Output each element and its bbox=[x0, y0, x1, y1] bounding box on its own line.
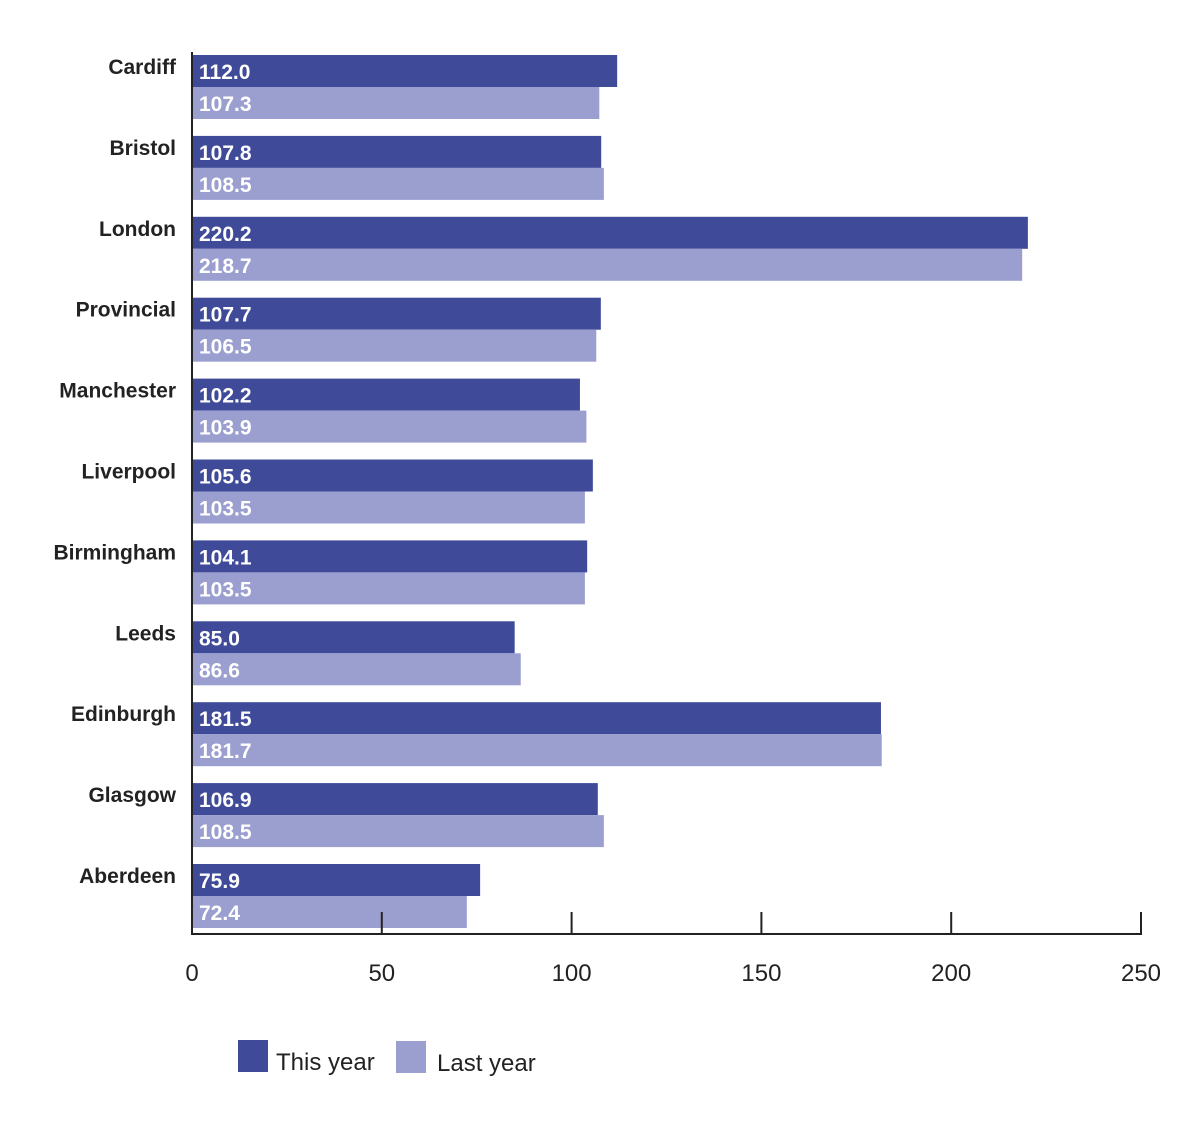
bar bbox=[192, 540, 588, 573]
bar bbox=[192, 815, 604, 848]
bar bbox=[192, 572, 585, 605]
legend: This year Last year bbox=[238, 1040, 536, 1077]
data-label: 106.5 bbox=[199, 336, 252, 359]
category-label: Manchester bbox=[59, 380, 176, 403]
bar bbox=[192, 167, 604, 200]
bar bbox=[192, 216, 1028, 249]
bars-group: Cardiff 112.0 107.3 Bristol 107.8 108.5 London… bbox=[53, 55, 1028, 928]
data-label: 85.0 bbox=[199, 627, 240, 650]
x-tick-label: 150 bbox=[741, 960, 781, 987]
data-label: 103.5 bbox=[199, 578, 252, 601]
data-label: 72.4 bbox=[199, 902, 240, 925]
data-label: 104.1 bbox=[199, 546, 252, 569]
data-label: 75.9 bbox=[199, 870, 240, 893]
bar bbox=[192, 783, 598, 816]
category-label: Bristol bbox=[109, 137, 176, 160]
x-tick-label: 250 bbox=[1121, 960, 1161, 987]
data-label: 108.5 bbox=[199, 821, 252, 844]
bar bbox=[192, 410, 587, 443]
x-tick-label: 0 bbox=[185, 960, 198, 987]
data-label: 107.8 bbox=[199, 142, 252, 165]
data-label: 105.6 bbox=[199, 466, 252, 489]
data-label: 108.5 bbox=[199, 174, 252, 197]
bar bbox=[192, 248, 1023, 281]
data-label: 103.5 bbox=[199, 498, 252, 521]
bar bbox=[192, 491, 585, 524]
category-label: Glasgow bbox=[88, 784, 176, 807]
category-label: Provincial bbox=[76, 299, 176, 322]
bar bbox=[192, 702, 881, 735]
legend-swatch bbox=[396, 1041, 426, 1073]
legend-swatch bbox=[238, 1040, 268, 1072]
category-label: Liverpool bbox=[81, 461, 176, 484]
category-label: Edinburgh bbox=[71, 703, 176, 726]
bar bbox=[192, 55, 618, 87]
bar bbox=[192, 297, 601, 330]
axes-group: 0 50 100 150 200 250 bbox=[185, 52, 1161, 987]
data-label: 86.6 bbox=[199, 659, 240, 682]
data-label: 218.7 bbox=[199, 255, 252, 278]
category-label: Aberdeen bbox=[79, 865, 176, 888]
data-label: 181.5 bbox=[199, 708, 252, 731]
x-tick-label: 100 bbox=[552, 960, 592, 987]
data-label: 107.3 bbox=[199, 93, 252, 116]
data-label: 220.2 bbox=[199, 223, 252, 246]
bar bbox=[192, 87, 600, 119]
data-label: 112.0 bbox=[199, 61, 250, 84]
bar bbox=[192, 459, 593, 492]
data-label: 102.2 bbox=[199, 385, 252, 408]
bar bbox=[192, 329, 597, 362]
data-label: 181.7 bbox=[199, 740, 252, 763]
bar bbox=[192, 378, 580, 411]
legend-label: Last year bbox=[437, 1050, 536, 1077]
x-tick-label: 50 bbox=[368, 960, 395, 987]
bar bbox=[192, 653, 521, 686]
bar bbox=[192, 734, 882, 767]
data-label: 103.9 bbox=[199, 417, 252, 440]
bar bbox=[192, 896, 467, 928]
x-tick-label: 200 bbox=[931, 960, 971, 987]
data-label: 107.7 bbox=[199, 304, 252, 327]
category-label: Cardiff bbox=[108, 56, 177, 79]
category-label: London bbox=[99, 218, 176, 241]
legend-label: This year bbox=[276, 1049, 375, 1076]
bar bbox=[192, 621, 515, 654]
data-label: 106.9 bbox=[199, 789, 252, 812]
category-label: Leeds bbox=[115, 622, 176, 645]
bar bbox=[192, 864, 481, 896]
bar bbox=[192, 135, 602, 168]
category-label: Birmingham bbox=[53, 541, 176, 564]
